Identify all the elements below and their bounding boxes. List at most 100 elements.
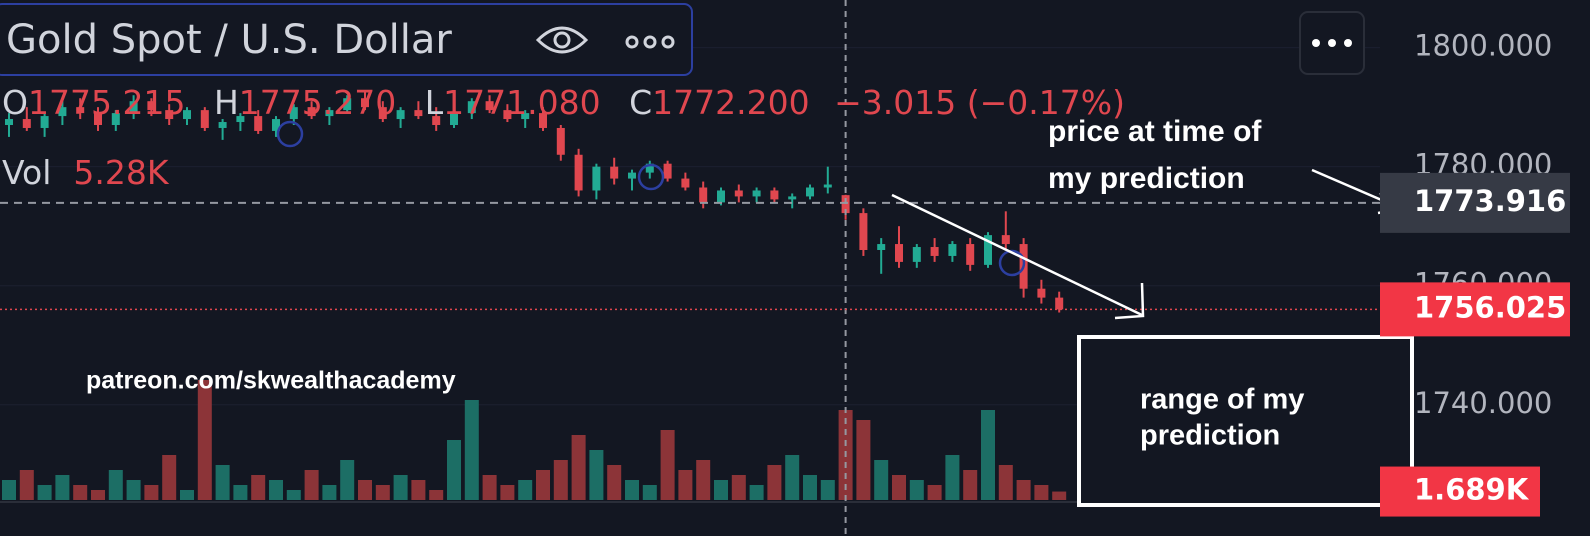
volume-bar bbox=[589, 450, 604, 500]
volume-bar bbox=[411, 480, 426, 500]
candle-body bbox=[183, 110, 191, 120]
volume-bar bbox=[73, 485, 88, 500]
candle-body bbox=[806, 187, 814, 197]
volume-bar bbox=[1016, 480, 1031, 500]
volume-bar bbox=[927, 485, 942, 500]
y-tick-label: 1740.000 bbox=[1414, 386, 1552, 420]
volume-bar bbox=[91, 490, 105, 500]
candle-body bbox=[681, 178, 690, 188]
candle-body bbox=[539, 113, 547, 128]
c-label: C bbox=[629, 83, 652, 122]
volume-bar bbox=[447, 440, 461, 500]
candle-body bbox=[200, 110, 209, 128]
volume-bar bbox=[269, 480, 283, 500]
volume-bar bbox=[251, 475, 266, 500]
y-tick-label: 1800.000 bbox=[1414, 29, 1552, 63]
volume-bar bbox=[714, 480, 728, 500]
volume-bar bbox=[1034, 485, 1049, 500]
more-icon[interactable] bbox=[625, 35, 675, 49]
volume-bar bbox=[180, 490, 194, 500]
volume-bar bbox=[19, 470, 34, 500]
candle-body bbox=[361, 98, 369, 108]
volume-bar bbox=[536, 470, 550, 500]
price-note: my prediction bbox=[1048, 162, 1245, 195]
candle-body bbox=[396, 110, 405, 120]
candle-body bbox=[1055, 297, 1064, 310]
candle-body bbox=[752, 190, 761, 197]
o-value: 1775.215 bbox=[28, 83, 185, 122]
last-price-label: 1756.025 bbox=[1414, 290, 1566, 324]
volume-bar bbox=[963, 470, 978, 500]
candle-body bbox=[788, 196, 797, 200]
volume-bar bbox=[874, 460, 889, 500]
volume-bar bbox=[892, 475, 906, 500]
volume-bar bbox=[286, 490, 301, 500]
volume-bar bbox=[642, 485, 657, 500]
volume-bar bbox=[678, 470, 693, 500]
candle-body bbox=[22, 119, 31, 128]
reference-price-tag bbox=[1380, 172, 1570, 233]
candle-body bbox=[272, 119, 280, 131]
visibility-icon[interactable] bbox=[535, 26, 589, 54]
candle-body bbox=[930, 247, 939, 256]
volume-bar bbox=[785, 455, 800, 500]
h-value: 1775.270 bbox=[239, 83, 396, 122]
candle-body bbox=[76, 107, 85, 114]
volume-bar bbox=[108, 470, 123, 500]
symbol-title: Gold Spot / U.S. Dollar bbox=[6, 17, 452, 63]
candle-body bbox=[966, 244, 975, 265]
vol-label: Vol bbox=[2, 153, 51, 192]
candle-body bbox=[734, 190, 743, 197]
range-note: range of my bbox=[1140, 384, 1304, 416]
candle-body bbox=[628, 172, 636, 179]
candle-body bbox=[485, 101, 494, 111]
candle-body bbox=[94, 113, 102, 125]
range-note: prediction bbox=[1140, 420, 1280, 452]
candle-body bbox=[574, 154, 583, 191]
candle-body bbox=[895, 244, 903, 262]
last-volume-tag bbox=[1380, 466, 1540, 517]
candle-body bbox=[58, 107, 67, 117]
candle-body bbox=[129, 101, 138, 114]
volume-bar bbox=[215, 465, 230, 500]
candle-body bbox=[1037, 288, 1046, 298]
ohlc-line: O1775.215 H1775.270 L1771.080 C1772.200 … bbox=[2, 83, 1125, 122]
volume-bar bbox=[553, 460, 568, 500]
menu-dots bbox=[1312, 39, 1352, 47]
volume-bar bbox=[731, 475, 746, 500]
symbol-box[interactable] bbox=[0, 3, 693, 76]
volume-bar bbox=[625, 480, 639, 500]
vol-value: 5.28K bbox=[73, 153, 169, 192]
volume-bar bbox=[55, 475, 70, 500]
volume-bar bbox=[340, 460, 355, 500]
volume-bar bbox=[126, 480, 141, 500]
volume-bar bbox=[375, 485, 390, 500]
candle-body bbox=[717, 190, 725, 203]
candle-body bbox=[218, 122, 227, 128]
candle-body bbox=[663, 163, 672, 179]
volume-bar bbox=[37, 485, 52, 500]
vol-line: Vol 5.28K bbox=[2, 153, 170, 192]
last-volume-label: 1.689K bbox=[1414, 473, 1530, 507]
volume-bar bbox=[820, 480, 835, 500]
volume-bar bbox=[162, 455, 177, 500]
volume-bar bbox=[571, 435, 586, 500]
last-price-tag bbox=[1380, 282, 1570, 337]
candle-body bbox=[165, 110, 174, 120]
candle-body bbox=[645, 163, 654, 173]
volume-bar bbox=[660, 430, 675, 500]
candle-body bbox=[254, 116, 263, 131]
volume-bar bbox=[464, 400, 479, 500]
volume-bar bbox=[197, 380, 212, 500]
candle-body bbox=[236, 116, 245, 123]
volume-bar bbox=[856, 420, 871, 500]
volume-bar bbox=[322, 485, 337, 500]
candle-body bbox=[948, 244, 957, 256]
volume-bar bbox=[2, 480, 16, 500]
candle-body bbox=[823, 184, 832, 188]
volume-bar bbox=[518, 480, 533, 500]
candle-body bbox=[467, 101, 476, 114]
candle-body bbox=[859, 213, 868, 250]
volume-bar bbox=[803, 475, 817, 500]
